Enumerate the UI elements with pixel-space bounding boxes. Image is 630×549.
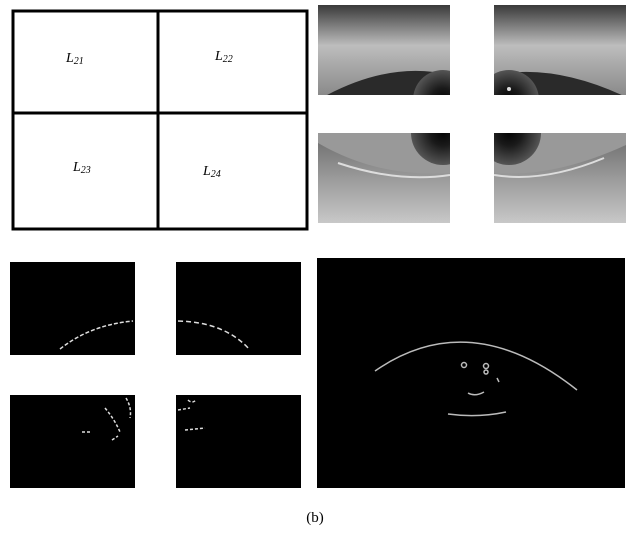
page: L21 L22 L23 L24 (b) (() => { const data …: [0, 0, 630, 549]
figure: L21 L22 L23 L24 (b): [0, 0, 630, 549]
region-label: L22: [214, 49, 233, 65]
region-grid: [13, 11, 307, 229]
region-label: L24: [202, 164, 221, 180]
edge-images: [10, 258, 625, 488]
region-label: L21: [65, 51, 84, 67]
caption: (b): [306, 510, 324, 526]
region-label: L23: [72, 160, 91, 176]
eye-quadrants: [318, 5, 626, 223]
